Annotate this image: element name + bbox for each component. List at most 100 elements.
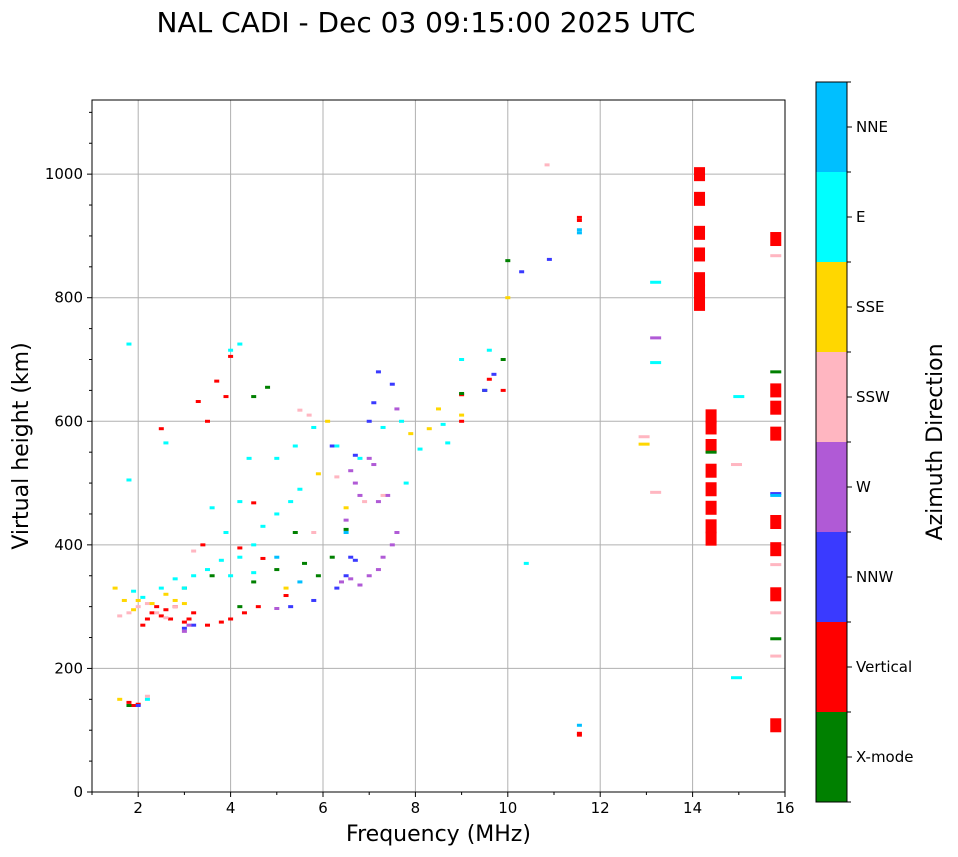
data-point — [375, 500, 381, 504]
series-sse — [112, 296, 650, 701]
data-point — [186, 617, 192, 621]
data-point — [576, 731, 582, 735]
data-point — [389, 543, 395, 547]
data-point — [770, 492, 782, 496]
data-point — [154, 611, 160, 615]
y-tick-label: 0 — [73, 783, 83, 801]
data-point — [311, 598, 317, 602]
data-point — [375, 370, 381, 374]
data-point — [255, 605, 261, 609]
data-point — [135, 598, 141, 602]
data-point — [126, 700, 132, 704]
data-point — [218, 558, 224, 562]
data-point — [733, 395, 745, 399]
data-point — [394, 407, 400, 411]
data-point — [352, 558, 358, 562]
data-point — [209, 574, 215, 578]
data-point — [576, 228, 582, 232]
data-point — [218, 620, 224, 624]
data-point — [228, 617, 234, 621]
data-point — [228, 354, 234, 358]
data-point — [638, 442, 650, 446]
colorbar-tick-label: W — [856, 478, 871, 496]
data-point — [770, 637, 782, 641]
data-point — [163, 608, 169, 612]
data-point — [500, 358, 506, 361]
data-point — [181, 602, 187, 606]
data-point — [131, 704, 137, 707]
data-point — [705, 450, 717, 454]
data-point — [191, 611, 197, 615]
data-point — [576, 231, 582, 235]
data-point — [694, 191, 706, 206]
plot-frame — [91, 99, 786, 793]
data-point — [329, 444, 335, 448]
colorbar-swatch-nnw — [816, 532, 847, 622]
colorbar-tick-label: NNE — [856, 118, 888, 136]
data-point — [140, 595, 146, 599]
data-point — [302, 561, 308, 565]
data-point — [251, 395, 257, 399]
colorbar-tick-label: NNW — [856, 568, 893, 586]
data-point — [343, 506, 349, 510]
colorbar-tick-label: X-mode — [856, 748, 913, 766]
data-point — [237, 605, 243, 609]
data-point — [149, 602, 155, 606]
x-tick-label: 8 — [411, 799, 421, 817]
data-point — [205, 419, 210, 423]
data-point — [491, 372, 497, 376]
data-point — [357, 493, 363, 497]
data-point — [436, 407, 441, 411]
data-point — [650, 336, 662, 340]
data-point — [172, 598, 178, 602]
data-point — [705, 409, 717, 424]
axes-ticks: 2 4 6 8 10 12 14 16 0 200 400 600 800 1000 — [45, 111, 795, 817]
data-point — [237, 500, 243, 504]
data-point — [163, 592, 169, 596]
data-point — [770, 611, 782, 615]
data-point — [500, 388, 506, 392]
data-point — [237, 342, 243, 346]
data-point — [205, 623, 210, 627]
data-point — [417, 447, 423, 451]
data-point — [357, 583, 363, 587]
data-point — [459, 358, 465, 361]
data-point — [440, 422, 446, 426]
data-point — [694, 296, 706, 311]
data-point — [352, 453, 358, 457]
data-point — [297, 580, 303, 584]
colorbar-frame — [815, 81, 848, 803]
data-point — [214, 379, 220, 383]
data-point — [546, 257, 552, 261]
data-point — [297, 487, 303, 491]
data-point — [770, 370, 782, 374]
data-point — [158, 614, 164, 618]
data-point — [343, 531, 349, 534]
data-point — [181, 586, 187, 590]
data-point — [334, 444, 340, 448]
data-point — [426, 427, 432, 431]
data-point — [251, 571, 257, 575]
data-point — [274, 512, 280, 516]
data-point — [158, 586, 164, 590]
data-point — [181, 620, 187, 624]
colorbar-swatch-x-mode — [816, 712, 847, 802]
colorbar-swatch-w — [816, 442, 847, 532]
data-point — [292, 444, 298, 448]
data-point — [380, 493, 386, 497]
data-point — [380, 425, 386, 429]
data-point — [144, 697, 150, 701]
data-point — [334, 475, 340, 479]
data-point — [283, 586, 289, 590]
data-point — [459, 391, 465, 395]
y-tick-label: 800 — [54, 289, 83, 307]
data-point — [288, 605, 294, 609]
data-point — [228, 574, 234, 578]
data-point — [366, 419, 372, 423]
data-point — [486, 377, 492, 381]
colorbar-swatch-nne — [816, 82, 847, 172]
data-point — [650, 361, 662, 365]
data-point — [375, 568, 381, 572]
data-point — [126, 478, 132, 482]
